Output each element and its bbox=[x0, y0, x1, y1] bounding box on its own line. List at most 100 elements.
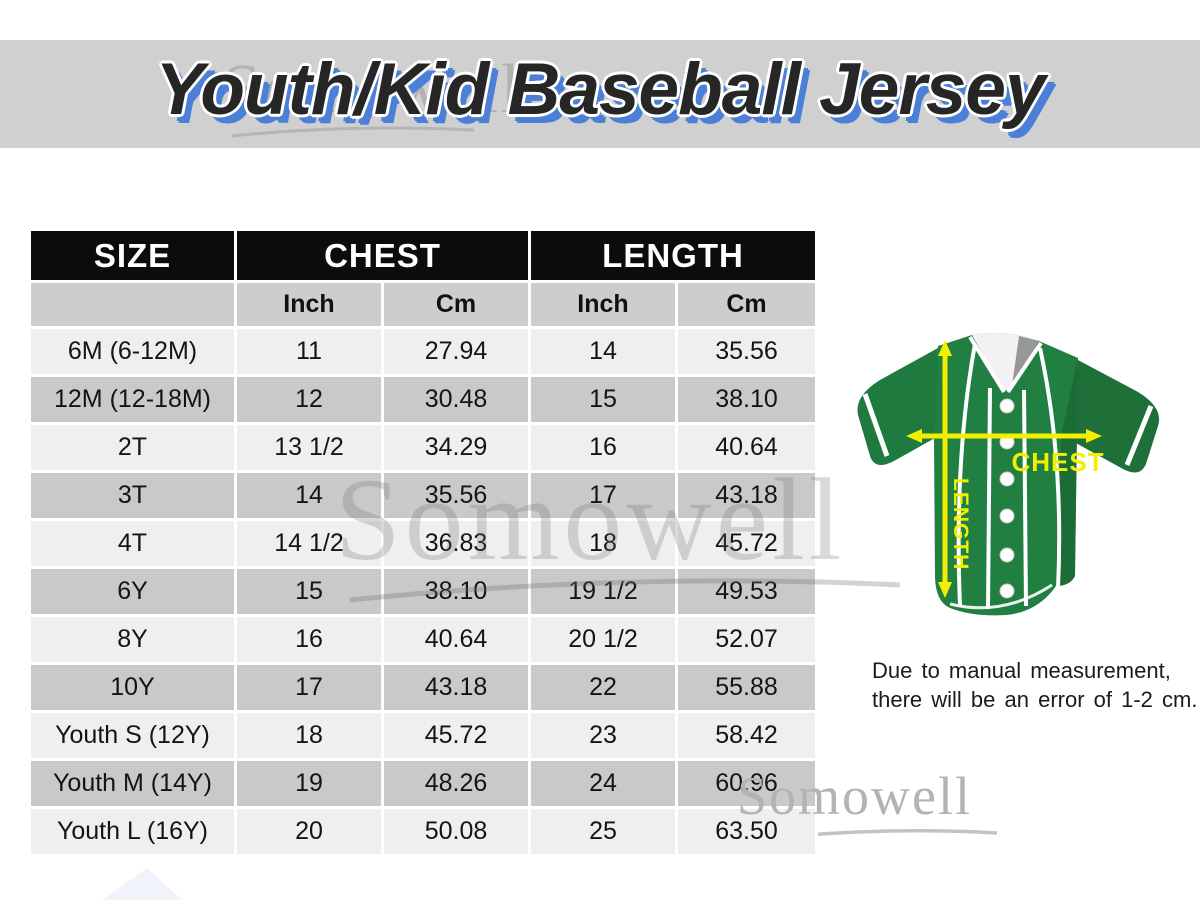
subheader-length-cm: Cm bbox=[675, 280, 818, 329]
table-cell-length-cm: 40.64 bbox=[675, 422, 818, 473]
table-cell-length-inch: 25 bbox=[528, 806, 678, 857]
table-row: 12M (12-18M) 12 30.48 15 38.10 bbox=[28, 374, 818, 425]
table-row: 4T 14 1/2 36.83 18 45.72 bbox=[28, 518, 818, 569]
table-cell-chest-inch: 14 1/2 bbox=[234, 518, 384, 569]
table-cell-chest-inch: 13 1/2 bbox=[234, 422, 384, 473]
length-arrow-label: LENGTH bbox=[949, 478, 972, 570]
length-arrow bbox=[938, 340, 952, 598]
subheader-empty bbox=[28, 280, 237, 329]
table-cell-chest-inch: 11 bbox=[234, 326, 384, 377]
right-sleeve-stripe bbox=[1124, 405, 1154, 466]
table-cell-chest-cm: 30.48 bbox=[381, 374, 531, 425]
table-cell-size: Youth S (12Y) bbox=[28, 710, 237, 761]
left-sleeve-stripe bbox=[862, 393, 890, 457]
table-cell-length-cm: 43.18 bbox=[675, 470, 818, 521]
table-cell-chest-inch: 12 bbox=[234, 374, 384, 425]
table-cell-length-inch: 18 bbox=[528, 518, 678, 569]
table-row: 8Y 16 40.64 20 1/2 52.07 bbox=[28, 614, 818, 665]
measurement-note: Due to manual measurement, there will be… bbox=[872, 656, 1200, 715]
table-row: Youth M (14Y) 19 48.26 24 60.96 bbox=[28, 758, 818, 809]
table-cell-length-cm: 35.56 bbox=[675, 326, 818, 377]
table-row: 2T 13 1/2 34.29 16 40.64 bbox=[28, 422, 818, 473]
table-cell-chest-cm: 27.94 bbox=[381, 326, 531, 377]
table-cell-length-inch: 24 bbox=[528, 758, 678, 809]
placket-line-left bbox=[986, 387, 992, 610]
table-cell-size: 2T bbox=[28, 422, 237, 473]
title-watermark-swoosh bbox=[231, 126, 475, 138]
column-header-chest: CHEST bbox=[234, 228, 531, 283]
table-cell-chest-inch: 17 bbox=[234, 662, 384, 713]
subheader-chest-inch: Inch bbox=[234, 280, 384, 329]
table-header-row: SIZE CHEST LENGTH bbox=[28, 228, 818, 283]
table-row: 6M (6-12M) 11 27.94 14 35.56 bbox=[28, 326, 818, 377]
chest-arrow-label: CHEST bbox=[1011, 447, 1104, 477]
table-subheader-row: Inch Cm Inch Cm bbox=[28, 280, 818, 329]
title-banner bbox=[0, 40, 1200, 148]
size-table-body: 6M (6-12M) 11 27.94 14 35.56 12M (12-18M) 12 30… bbox=[28, 326, 818, 857]
table-cell-chest-cm: 35.56 bbox=[381, 470, 531, 521]
table-cell-chest-inch: 20 bbox=[234, 806, 384, 857]
table-row: Youth S (12Y) 18 45.72 23 58.42 bbox=[28, 710, 818, 761]
table-cell-length-cm: 45.72 bbox=[675, 518, 818, 569]
jersey-image: CHEST LENGTH bbox=[857, 333, 1160, 616]
table-cell-chest-cm: 40.64 bbox=[381, 614, 531, 665]
table-cell-chest-inch: 14 bbox=[234, 470, 384, 521]
table-cell-size: Youth M (14Y) bbox=[28, 758, 237, 809]
hem-trim bbox=[949, 583, 1053, 610]
table-row: Youth L (16Y) 20 50.08 25 63.50 bbox=[28, 806, 818, 857]
table-cell-chest-cm: 36.83 bbox=[381, 518, 531, 569]
table-cell-chest-inch: 15 bbox=[234, 566, 384, 617]
table-row: 6Y 15 38.10 19 1/2 49.53 bbox=[28, 566, 818, 617]
size-chart: SIZE CHEST LENGTH Inch Cm Inch Cm 6M (6-… bbox=[28, 228, 818, 857]
measurement-note-line1: Due to manual measurement, bbox=[872, 658, 1171, 683]
page-title: Youth/Kid Baseball Jersey bbox=[155, 49, 1045, 130]
table-cell-length-inch: 14 bbox=[528, 326, 678, 377]
table-cell-size: 12M (12-18M) bbox=[28, 374, 237, 425]
table-cell-length-inch: 19 1/2 bbox=[528, 566, 678, 617]
table-cell-size: 8Y bbox=[28, 614, 237, 665]
table-cell-size: 6M (6-12M) bbox=[28, 326, 237, 377]
table-cell-length-cm: 49.53 bbox=[675, 566, 818, 617]
placket-line-right bbox=[1022, 389, 1028, 607]
table-cell-chest-cm: 45.72 bbox=[381, 710, 531, 761]
bottom-left-corner-mark bbox=[102, 868, 182, 900]
table-cell-chest-cm: 48.26 bbox=[381, 758, 531, 809]
table-cell-chest-cm: 38.10 bbox=[381, 566, 531, 617]
jersey-shading bbox=[1056, 358, 1078, 586]
table-cell-length-cm: 58.42 bbox=[675, 710, 818, 761]
table-cell-length-cm: 52.07 bbox=[675, 614, 818, 665]
table-row: 10Y 17 43.18 22 55.88 bbox=[28, 662, 818, 713]
table-cell-length-inch: 16 bbox=[528, 422, 678, 473]
table-cell-chest-inch: 16 bbox=[234, 614, 384, 665]
table-cell-size: 6Y bbox=[28, 566, 237, 617]
table-cell-length-cm: 60.96 bbox=[675, 758, 818, 809]
size-table: SIZE CHEST LENGTH Inch Cm Inch Cm 6M (6-… bbox=[28, 228, 818, 857]
table-cell-length-inch: 17 bbox=[528, 470, 678, 521]
table-cell-length-inch: 23 bbox=[528, 710, 678, 761]
table-row: 3T 14 35.56 17 43.18 bbox=[28, 470, 818, 521]
table-cell-length-inch: 22 bbox=[528, 662, 678, 713]
measurement-note-line2: there will be an error of 1-2 cm. bbox=[872, 687, 1198, 713]
table-cell-size: 10Y bbox=[28, 662, 237, 713]
table-cell-length-cm: 38.10 bbox=[675, 374, 818, 425]
bottom-right-watermark: Somowell bbox=[737, 766, 973, 826]
collar-trim-right bbox=[1006, 341, 1043, 394]
table-cell-chest-inch: 19 bbox=[234, 758, 384, 809]
column-header-length: LENGTH bbox=[528, 228, 818, 283]
table-cell-chest-cm: 34.29 bbox=[381, 422, 531, 473]
table-cell-size: 3T bbox=[28, 470, 237, 521]
piping-left bbox=[956, 343, 977, 607]
table-cell-length-cm: 55.88 bbox=[675, 662, 818, 713]
table-cell-size: Youth L (16Y) bbox=[28, 806, 237, 857]
chest-arrow bbox=[906, 429, 1102, 443]
table-cell-chest-inch: 18 bbox=[234, 710, 384, 761]
table-cell-length-inch: 15 bbox=[528, 374, 678, 425]
subheader-chest-cm: Cm bbox=[381, 280, 531, 329]
table-cell-size: 4T bbox=[28, 518, 237, 569]
piping-right bbox=[1038, 347, 1062, 589]
column-header-size: SIZE bbox=[28, 228, 237, 283]
table-cell-chest-cm: 50.08 bbox=[381, 806, 531, 857]
table-cell-chest-cm: 43.18 bbox=[381, 662, 531, 713]
title-watermark: Somowell bbox=[222, 51, 522, 128]
subheader-length-inch: Inch bbox=[528, 280, 678, 329]
